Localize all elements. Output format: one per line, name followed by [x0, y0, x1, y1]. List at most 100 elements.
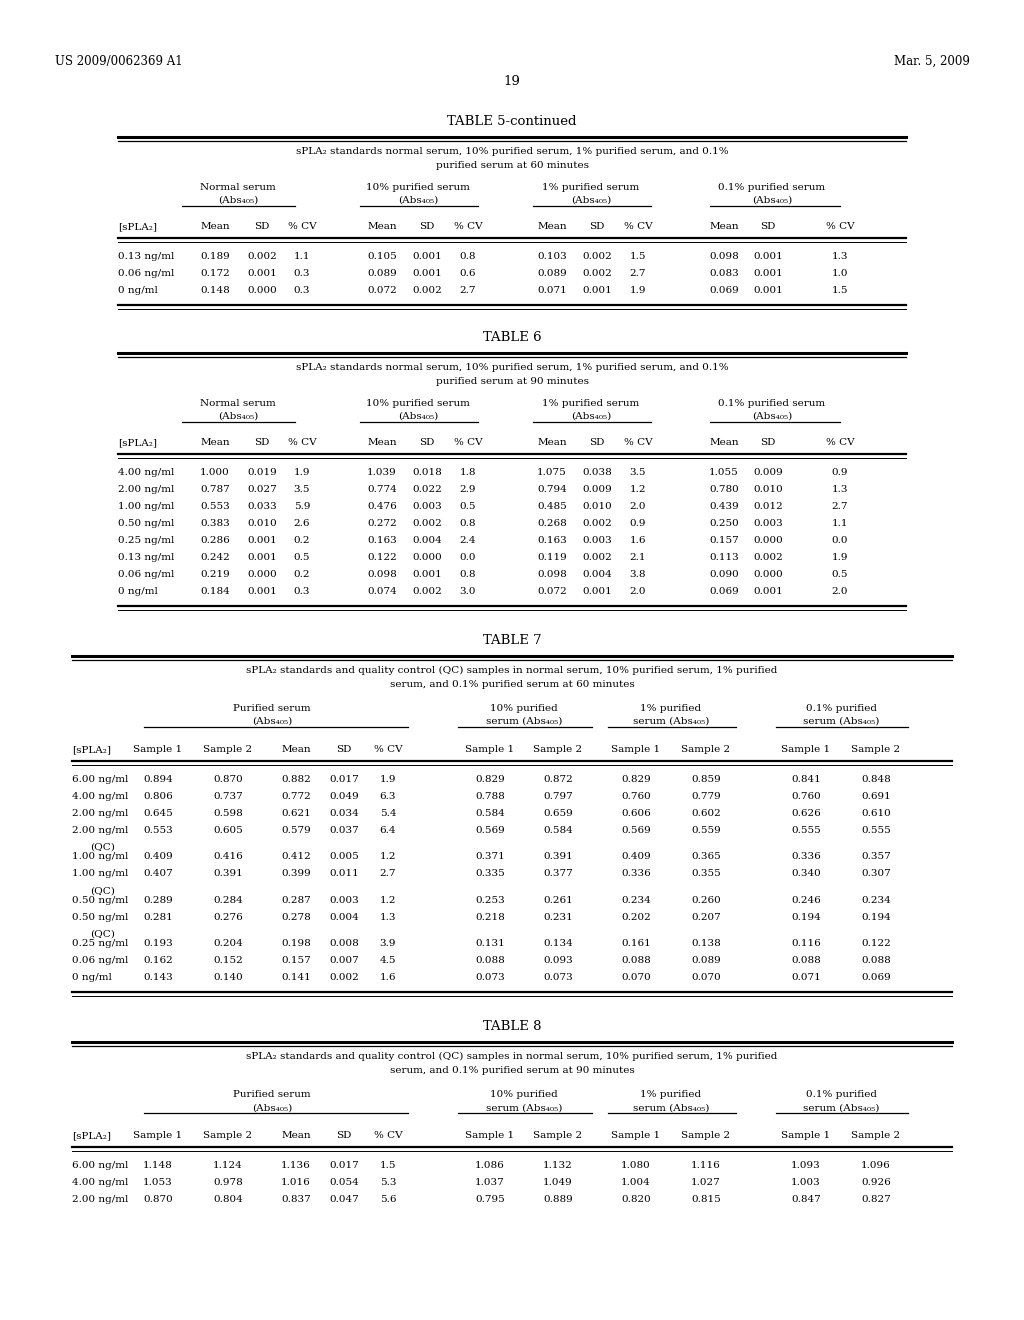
Text: 0.148: 0.148: [200, 286, 229, 294]
Text: 0.113: 0.113: [710, 553, 739, 562]
Text: 0.50 ng/ml: 0.50 ng/ml: [118, 519, 174, 528]
Text: 2.0: 2.0: [630, 587, 646, 597]
Text: 0.261: 0.261: [543, 896, 572, 904]
Text: 0.06 ng/ml: 0.06 ng/ml: [118, 570, 174, 579]
Text: 0.772: 0.772: [282, 792, 311, 801]
Text: [sPLA₂]: [sPLA₂]: [118, 438, 157, 447]
Text: 0.50 ng/ml: 0.50 ng/ml: [72, 912, 128, 921]
Text: (Abs₄₀₅): (Abs₄₀₅): [218, 412, 258, 421]
Text: (Abs₄₀₅): (Abs₄₀₅): [398, 412, 438, 421]
Text: 0.829: 0.829: [622, 775, 651, 784]
Text: (QC): (QC): [90, 843, 115, 851]
Text: 1.00 ng/ml: 1.00 ng/ml: [118, 502, 174, 511]
Text: serum (Abs₄₀₅): serum (Abs₄₀₅): [633, 717, 710, 726]
Text: 4.5: 4.5: [380, 956, 396, 965]
Text: purified serum at 60 minutes: purified serum at 60 minutes: [435, 161, 589, 170]
Text: 4.00 ng/ml: 4.00 ng/ml: [118, 469, 174, 477]
Text: 0.820: 0.820: [622, 1195, 651, 1204]
Text: 0.184: 0.184: [200, 587, 229, 597]
Text: 0.9: 0.9: [630, 519, 646, 528]
Text: 0.774: 0.774: [368, 484, 397, 494]
Text: 0.250: 0.250: [710, 519, 739, 528]
Text: 0.848: 0.848: [861, 775, 891, 784]
Text: 0.003: 0.003: [582, 536, 612, 545]
Text: TABLE 8: TABLE 8: [482, 1020, 542, 1034]
Text: 0.242: 0.242: [200, 553, 229, 562]
Text: serum (Abs₄₀₅): serum (Abs₄₀₅): [485, 717, 562, 726]
Text: 0.13 ng/ml: 0.13 ng/ml: [118, 553, 174, 562]
Text: 0.088: 0.088: [861, 956, 891, 965]
Text: 0.6: 0.6: [460, 269, 476, 279]
Text: 0.000: 0.000: [247, 570, 276, 579]
Text: 3.8: 3.8: [630, 570, 646, 579]
Text: 0.25 ng/ml: 0.25 ng/ml: [72, 939, 128, 948]
Text: Purified serum: Purified serum: [233, 704, 311, 713]
Text: 0.009: 0.009: [582, 484, 612, 494]
Text: 0.001: 0.001: [412, 252, 442, 261]
Text: (Abs₄₀₅): (Abs₄₀₅): [252, 1104, 292, 1111]
Text: 0.027: 0.027: [247, 484, 276, 494]
Text: 0.010: 0.010: [582, 502, 612, 511]
Text: 0.645: 0.645: [143, 809, 173, 818]
Text: 0.559: 0.559: [691, 826, 721, 836]
Text: 0.089: 0.089: [538, 269, 567, 279]
Text: 2.7: 2.7: [460, 286, 476, 294]
Text: 3.5: 3.5: [630, 469, 646, 477]
Text: 3.5: 3.5: [294, 484, 310, 494]
Text: 0.073: 0.073: [475, 973, 505, 982]
Text: sPLA₂ standards and quality control (QC) samples in normal serum, 10% purified s: sPLA₂ standards and quality control (QC)…: [247, 1052, 777, 1061]
Text: % CV: % CV: [374, 744, 402, 754]
Text: 0.204: 0.204: [213, 939, 243, 948]
Text: Mean: Mean: [200, 438, 229, 447]
Text: 0.797: 0.797: [543, 792, 572, 801]
Text: 1.039: 1.039: [368, 469, 397, 477]
Text: 0.219: 0.219: [200, 570, 229, 579]
Text: (Abs₄₀₅): (Abs₄₀₅): [570, 195, 611, 205]
Text: Sample 2: Sample 2: [851, 1131, 900, 1140]
Text: Mean: Mean: [710, 222, 738, 231]
Text: 0.795: 0.795: [475, 1195, 505, 1204]
Text: 2.9: 2.9: [460, 484, 476, 494]
Text: 5.6: 5.6: [380, 1195, 396, 1204]
Text: 0.218: 0.218: [475, 912, 505, 921]
Text: 0.001: 0.001: [412, 269, 442, 279]
Text: 0.070: 0.070: [622, 973, 651, 982]
Text: 0.870: 0.870: [143, 1195, 173, 1204]
Text: 10% purified: 10% purified: [490, 1090, 558, 1100]
Text: 0.377: 0.377: [543, 870, 572, 878]
Text: 0.553: 0.553: [200, 502, 229, 511]
Text: Mean: Mean: [710, 438, 738, 447]
Text: 0.098: 0.098: [710, 252, 739, 261]
Text: 1.132: 1.132: [543, 1162, 572, 1170]
Text: 0.978: 0.978: [213, 1177, 243, 1187]
Text: 1.0: 1.0: [831, 269, 848, 279]
Text: 0.001: 0.001: [753, 252, 783, 261]
Text: 0.1% purified serum: 0.1% purified serum: [719, 399, 825, 408]
Text: serum (Abs₄₀₅): serum (Abs₄₀₅): [803, 1104, 880, 1111]
Text: 0.276: 0.276: [213, 912, 243, 921]
Text: 1.1: 1.1: [294, 252, 310, 261]
Text: Sample 1: Sample 1: [466, 744, 515, 754]
Text: sPLA₂ standards and quality control (QC) samples in normal serum, 10% purified s: sPLA₂ standards and quality control (QC)…: [247, 667, 777, 675]
Text: 0.0: 0.0: [460, 553, 476, 562]
Text: 0.002: 0.002: [412, 587, 442, 597]
Text: TABLE 5-continued: TABLE 5-continued: [447, 115, 577, 128]
Text: 0.760: 0.760: [622, 792, 651, 801]
Text: Sample 1: Sample 1: [133, 744, 182, 754]
Text: 1.003: 1.003: [792, 1177, 821, 1187]
Text: 1.1: 1.1: [831, 519, 848, 528]
Text: 1.037: 1.037: [475, 1177, 505, 1187]
Text: 0.140: 0.140: [213, 973, 243, 982]
Text: Sample 2: Sample 2: [534, 744, 583, 754]
Text: 0.476: 0.476: [368, 502, 397, 511]
Text: 0.416: 0.416: [213, 853, 243, 862]
Text: 2.6: 2.6: [294, 519, 310, 528]
Text: 0.268: 0.268: [538, 519, 567, 528]
Text: Mar. 5, 2009: Mar. 5, 2009: [894, 55, 970, 69]
Text: 0.555: 0.555: [792, 826, 821, 836]
Text: 0.234: 0.234: [622, 896, 651, 904]
Text: 0.194: 0.194: [861, 912, 891, 921]
Text: serum (Abs₄₀₅): serum (Abs₄₀₅): [803, 717, 880, 726]
Text: % CV: % CV: [825, 438, 854, 447]
Text: 1.093: 1.093: [792, 1162, 821, 1170]
